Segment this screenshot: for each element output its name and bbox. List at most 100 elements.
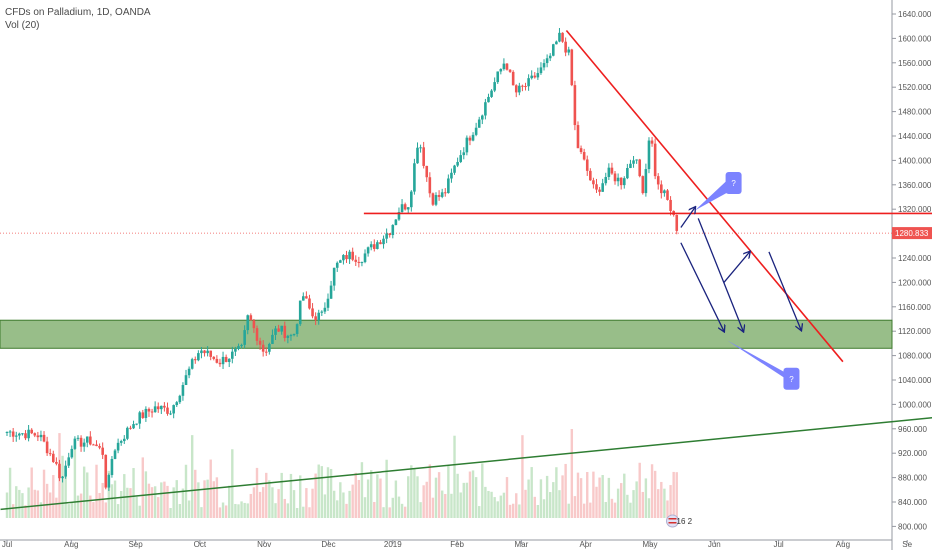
candle-body (18, 433, 21, 436)
volume-bar (502, 492, 506, 518)
volume-bar (592, 471, 595, 518)
x-tick-label: Apr (579, 540, 592, 549)
volume-bar (431, 497, 435, 518)
volume-bar (657, 489, 660, 518)
candle-body (138, 412, 142, 424)
candle-body (332, 267, 336, 286)
y-tick-label: 1600.000 (898, 34, 932, 43)
volume-bar (169, 507, 172, 518)
volume-bar (308, 507, 311, 518)
candle-body (589, 170, 592, 181)
candle-body (601, 183, 604, 192)
candle-body (397, 212, 401, 220)
volume-bar (490, 491, 493, 518)
volume-bar (314, 473, 317, 518)
candle-body (36, 435, 40, 438)
candle-body (187, 368, 191, 376)
volume-bar (299, 475, 302, 518)
candle-body (249, 315, 253, 321)
candle-body (453, 165, 456, 173)
volume-bar (348, 490, 351, 518)
candle-body (329, 285, 333, 299)
candle-body (82, 442, 86, 447)
candle-body (27, 429, 30, 439)
candle-body (579, 148, 583, 153)
volume-bar (354, 472, 357, 518)
volume-bar (623, 473, 626, 518)
volume-bar (456, 473, 459, 518)
candle-body (567, 49, 571, 53)
x-tick-label: May (642, 540, 657, 549)
y-tick-label: 1640.000 (898, 10, 932, 19)
volume-bar (434, 477, 438, 518)
volume-bar (533, 496, 536, 518)
candle-body (456, 161, 459, 166)
volume-bar (280, 472, 283, 518)
volume-bar (385, 459, 388, 518)
candle-body (95, 444, 98, 447)
volume-bar (311, 488, 314, 518)
candle-body (440, 192, 444, 197)
volume-bar (653, 470, 657, 518)
x-tick-label: Feb (450, 540, 464, 549)
volume-bar (89, 495, 92, 518)
volume-bar (376, 474, 379, 518)
candle-body (175, 402, 179, 406)
candle-body (110, 458, 114, 476)
volume-bar (468, 471, 472, 518)
callout-pointer (727, 340, 794, 384)
candle-body (351, 251, 354, 260)
volume-bar (172, 487, 175, 518)
candle-body (30, 429, 33, 434)
candle-body (200, 350, 203, 354)
candle-body (209, 350, 213, 357)
volume-bar (221, 502, 225, 518)
candle-body (613, 173, 617, 182)
candle-body (64, 465, 67, 477)
volume-bar (604, 501, 607, 518)
candle-body (366, 247, 370, 254)
volume-bar (98, 492, 101, 518)
volume-bar (82, 466, 86, 518)
candle-body (450, 172, 453, 179)
candle-body (92, 444, 95, 446)
candle-body (252, 320, 256, 329)
candle-body (416, 147, 419, 164)
x-tick-label: Dec (321, 540, 335, 549)
y-tick-label: 1360.000 (898, 181, 932, 190)
volume-bar (147, 483, 151, 518)
candle-body (394, 219, 398, 226)
volume-bar (194, 469, 197, 518)
candle-body (428, 177, 432, 194)
candle-body (261, 344, 265, 352)
candle-body (89, 436, 92, 445)
volume-bar (73, 446, 77, 518)
candle-body (326, 298, 330, 308)
candle-body (508, 69, 512, 72)
volume-bar (536, 505, 540, 518)
y-tick-label: 1080.000 (898, 352, 932, 361)
volume-bar (203, 480, 206, 518)
volume-bar (178, 504, 182, 518)
callout-box (783, 367, 800, 390)
ascending-trend-line (0, 416, 932, 511)
candle-body (144, 408, 148, 418)
candle-body (585, 159, 589, 171)
candle-body (622, 178, 626, 186)
x-tick-label: Mar (515, 540, 529, 549)
candle-body (595, 184, 598, 190)
candle-body (193, 359, 197, 361)
candle-body (564, 41, 567, 53)
callout-box (725, 171, 742, 194)
legend: CFDs on Palladium, 1D, OANDA Vol (20) (5, 6, 151, 32)
volume-bar (268, 480, 271, 518)
volume-bar (505, 477, 509, 518)
volume-bar (419, 502, 422, 518)
volume-bar (579, 478, 583, 518)
candle-body (403, 204, 407, 210)
candle-body (135, 423, 138, 425)
volume-bar (589, 502, 592, 518)
candle-body (663, 190, 666, 194)
candle-body (21, 433, 24, 435)
